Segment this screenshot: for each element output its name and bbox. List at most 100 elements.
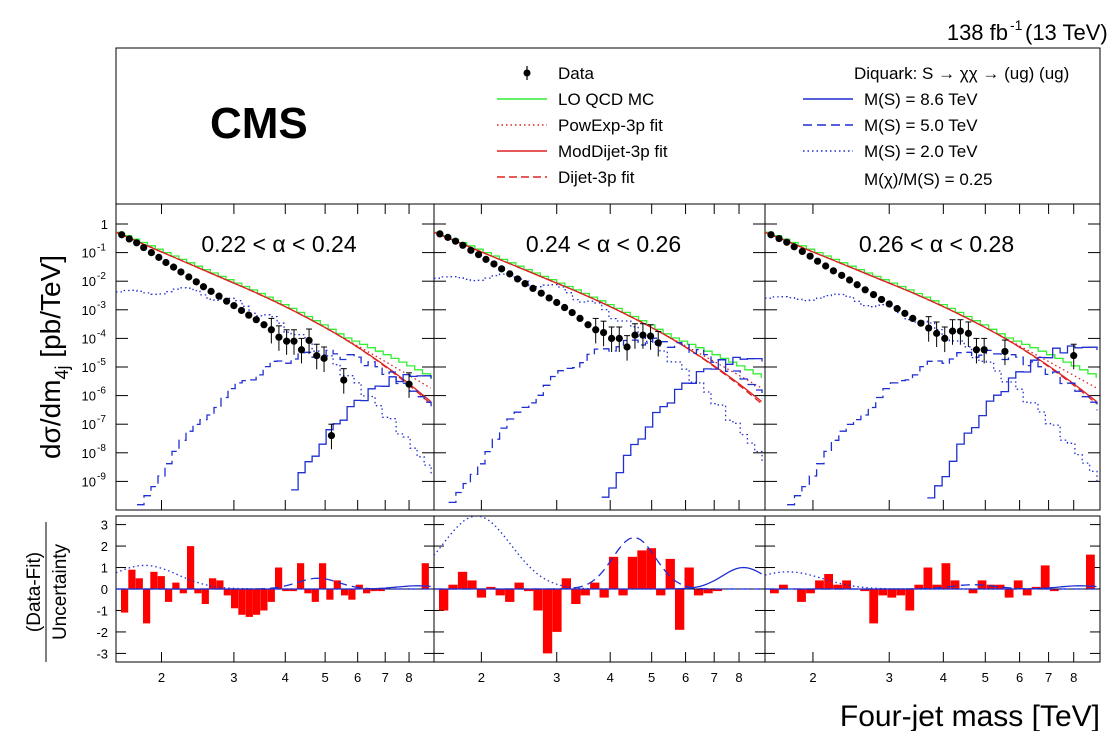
- y-tick-exponent: -9: [97, 471, 106, 482]
- legend-entry-signal-2: M(S) = 2.0 TeV: [803, 142, 978, 161]
- pull-bar: [172, 582, 180, 589]
- data-point: [1001, 347, 1009, 356]
- data-point: [459, 241, 467, 249]
- pull-bar: [618, 589, 628, 596]
- data-point: [297, 346, 306, 354]
- data-point: [327, 431, 336, 440]
- data-point: [877, 295, 886, 304]
- y-tick-label-top: 10: [82, 474, 96, 489]
- x-axis-title: Four-jet mass [TeV]: [840, 700, 1100, 731]
- data-point: [972, 346, 981, 354]
- pull-bar: [995, 584, 1005, 589]
- data-point: [584, 321, 592, 329]
- pull-bar: [950, 580, 960, 589]
- data-point: [623, 343, 631, 351]
- pull-bar: [289, 589, 297, 592]
- pull-bar: [421, 563, 429, 589]
- pull-bar: [238, 589, 246, 615]
- signal-2tev-curve: [434, 273, 763, 463]
- y-axis-title-bottom-num: (Data-Fit): [24, 552, 45, 632]
- y-tick-label-top: 10: [82, 303, 96, 318]
- pull-bar: [319, 563, 327, 589]
- pull-signal-8tev: [765, 585, 1097, 590]
- data-point: [599, 328, 608, 337]
- x-tick-label: 5: [322, 670, 329, 685]
- pull-bar: [143, 589, 151, 624]
- pull-bar: [260, 589, 268, 611]
- pull-bar: [209, 578, 217, 589]
- y-tick-exponent: -5: [97, 357, 106, 368]
- pull-bar: [282, 589, 290, 592]
- pull-bar: [599, 589, 609, 598]
- data-point: [185, 273, 193, 281]
- pull-bar: [363, 589, 371, 594]
- legend-entry-data: Data: [523, 64, 594, 83]
- y-tick-label-bottom: -1: [96, 603, 108, 618]
- data-point: [838, 271, 846, 279]
- pull-bar: [552, 589, 562, 632]
- panel-bottom-content: [434, 516, 765, 654]
- data-point: [964, 329, 972, 337]
- data-point: [162, 258, 170, 267]
- pull-signal-2tev: [434, 516, 762, 590]
- pull-bar: [923, 567, 933, 589]
- legend-label-dijet: Dijet-3p fit: [558, 168, 635, 187]
- data-point: [790, 243, 798, 251]
- pull-bar: [476, 589, 487, 598]
- pull-bar: [231, 589, 239, 609]
- signal-8tev-curve: [291, 373, 432, 491]
- data-point: [155, 253, 163, 261]
- data-point: [490, 260, 498, 268]
- pull-bar: [377, 589, 385, 592]
- legend-right: Diquark: S → χχ → (ug) (ug) M(S) = 8.6 Te…: [803, 64, 1069, 189]
- dijet-fit-curve: [765, 231, 1097, 405]
- data-point: [561, 303, 569, 312]
- data-point: [169, 263, 178, 271]
- data-point: [568, 308, 576, 317]
- powexp-fit-curve: [765, 231, 1097, 389]
- y-tick-label-bottom: -2: [96, 625, 108, 640]
- x-tick-label: 2: [158, 670, 165, 685]
- data-point: [498, 265, 506, 273]
- pull-bar: [824, 574, 833, 589]
- y-tick-label-bottom: 1: [101, 561, 108, 576]
- y-tick-label-top: 10: [82, 246, 96, 261]
- data-point: [267, 326, 275, 334]
- pull-bar: [608, 556, 619, 589]
- pull-bar: [806, 589, 815, 594]
- pull-bar: [561, 578, 571, 589]
- x-tick-label: 4: [282, 670, 289, 685]
- data-point: [230, 302, 238, 310]
- panel-alpha-label: 0.26 < α < 0.28: [859, 231, 1014, 257]
- data-point: [215, 292, 223, 300]
- y-tick-label-bottom: 0: [101, 582, 108, 597]
- data-point: [260, 321, 268, 329]
- data-point: [607, 334, 616, 342]
- y-tick-label-top: 10: [82, 360, 96, 375]
- panel-bottom-content: [765, 554, 1100, 624]
- data-point: [125, 235, 133, 243]
- data-point: [223, 297, 231, 305]
- panel-top-content: [434, 230, 763, 504]
- data-point: [506, 270, 514, 278]
- pull-bar: [304, 589, 312, 594]
- pull-bar: [542, 589, 553, 654]
- pull-bar: [887, 589, 897, 598]
- legend-signal-title: Diquark: S → χχ → (ug) (ug): [854, 64, 1069, 83]
- y-tick-exponent: -7: [97, 414, 106, 425]
- panel-alpha-label: 0.24 < α < 0.26: [526, 231, 681, 257]
- pull-bar: [580, 589, 590, 596]
- data-point: [861, 286, 869, 294]
- pull-bar: [770, 589, 779, 594]
- legend-entry-signal-0: M(S) = 8.6 TeV: [803, 90, 978, 109]
- data-point: [775, 234, 783, 243]
- legend-label-moddijet: ModDijet-3p fit: [558, 142, 668, 161]
- x-tick-label: 7: [382, 670, 389, 685]
- data-point: [806, 252, 814, 260]
- signal-8tev-curve: [927, 345, 1098, 499]
- data-point: [813, 257, 822, 265]
- y-tick-label-top: 10: [82, 331, 96, 346]
- data-point: [444, 233, 452, 241]
